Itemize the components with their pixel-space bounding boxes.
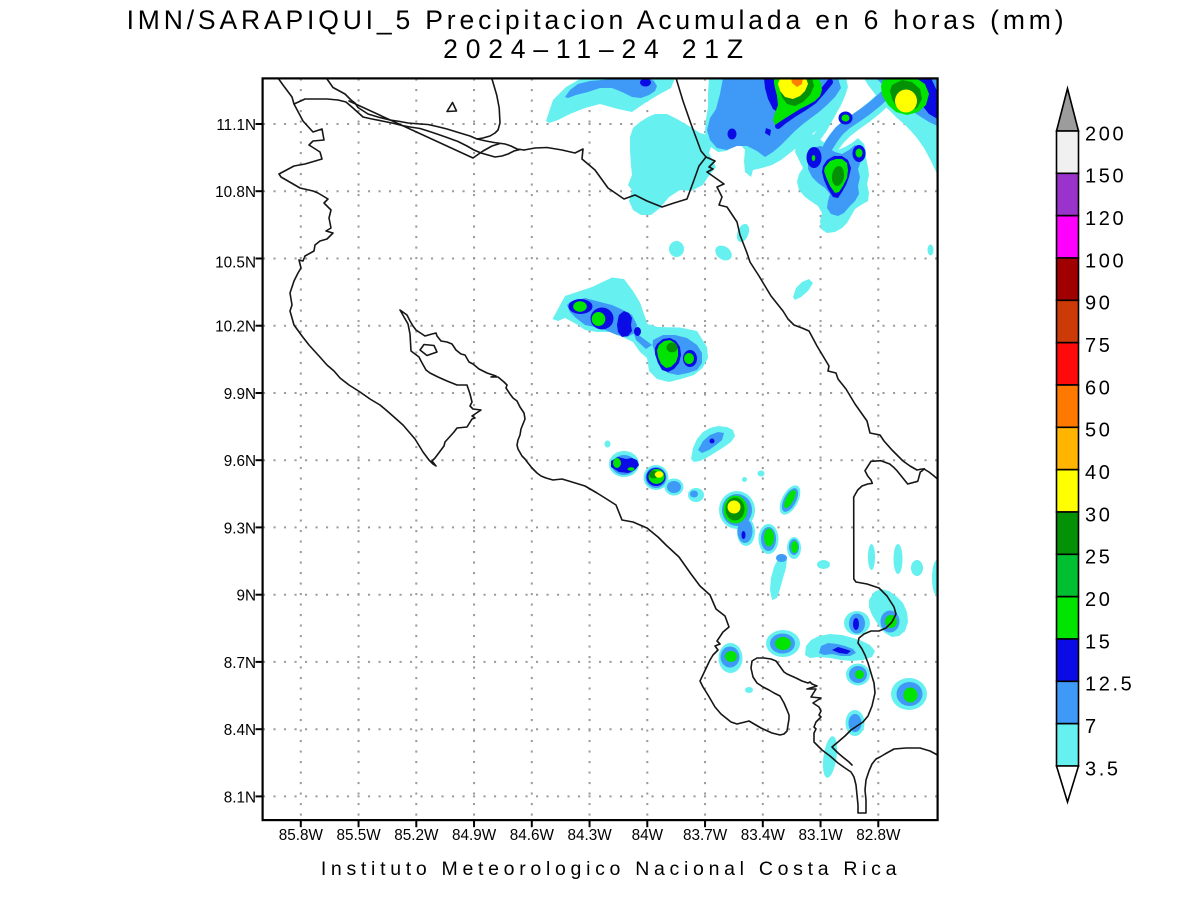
svg-text:84.9W: 84.9W — [452, 827, 497, 844]
svg-text:10.5N: 10.5N — [215, 254, 256, 271]
svg-text:25: 25 — [1085, 547, 1112, 569]
svg-text:40: 40 — [1085, 462, 1112, 484]
svg-text:10.8N: 10.8N — [215, 184, 256, 201]
svg-text:8.4N: 8.4N — [224, 722, 256, 739]
svg-text:85.2W: 85.2W — [394, 827, 439, 844]
svg-text:20: 20 — [1085, 589, 1112, 611]
svg-text:150: 150 — [1085, 166, 1126, 188]
svg-text:85.5W: 85.5W — [336, 827, 381, 844]
svg-text:75: 75 — [1085, 335, 1112, 357]
svg-text:83.7W: 83.7W — [683, 827, 728, 844]
svg-text:90: 90 — [1085, 293, 1112, 315]
svg-text:60: 60 — [1085, 377, 1112, 399]
svg-text:84W: 84W — [632, 827, 664, 844]
svg-text:8.7N: 8.7N — [224, 655, 256, 672]
svg-text:30: 30 — [1085, 504, 1112, 526]
svg-text:15: 15 — [1085, 631, 1112, 653]
svg-text:120: 120 — [1085, 208, 1126, 230]
svg-text:9N: 9N — [236, 588, 256, 605]
svg-text:85.8W: 85.8W — [279, 827, 324, 844]
svg-text:8.1N: 8.1N — [224, 789, 256, 806]
svg-text:82.8W: 82.8W — [856, 827, 901, 844]
svg-text:84.6W: 84.6W — [510, 827, 555, 844]
svg-text:IMN/SARAPIQUI_5 Precipitacion: IMN/SARAPIQUI_5 Precipitacion Acumulada … — [127, 5, 1068, 35]
svg-text:83.1W: 83.1W — [798, 827, 843, 844]
svg-text:100: 100 — [1085, 250, 1126, 272]
svg-text:7: 7 — [1085, 716, 1099, 738]
svg-text:12.5: 12.5 — [1085, 674, 1134, 696]
svg-text:11.1N: 11.1N — [216, 117, 256, 134]
svg-text:84.3W: 84.3W — [567, 827, 612, 844]
svg-text:83.4W: 83.4W — [741, 827, 786, 844]
svg-text:200: 200 — [1085, 123, 1126, 145]
svg-text:Instituto Meteorologico Nacion: Instituto Meteorologico Nacional Costa R… — [321, 858, 901, 880]
svg-text:9.3N: 9.3N — [224, 520, 256, 537]
svg-text:9.9N: 9.9N — [224, 386, 256, 403]
svg-text:3.5: 3.5 — [1085, 758, 1121, 780]
svg-text:9.6N: 9.6N — [224, 453, 256, 470]
svg-text:10.2N: 10.2N — [215, 319, 256, 336]
svg-text:50: 50 — [1085, 420, 1112, 442]
svg-text:2024–11–24 21Z: 2024–11–24 21Z — [443, 34, 751, 64]
